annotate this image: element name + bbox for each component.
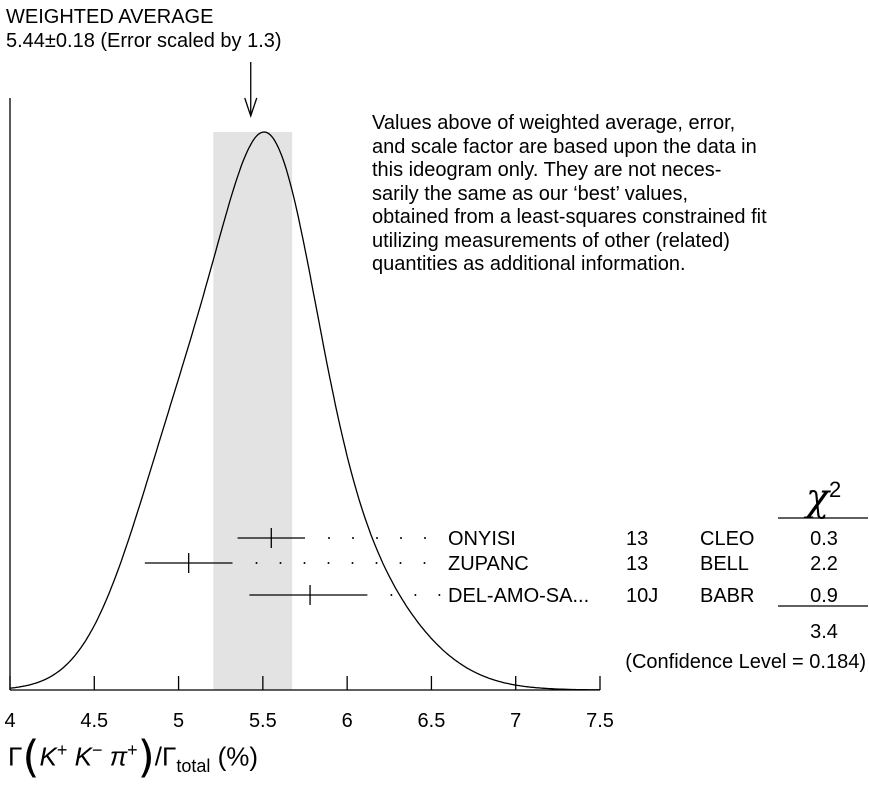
leader-dot bbox=[399, 562, 402, 564]
measurement-author: DEL-AMO-SA... bbox=[448, 585, 589, 607]
leader-dot bbox=[423, 562, 426, 564]
leader-dot bbox=[351, 562, 354, 564]
leader-dot bbox=[438, 594, 441, 596]
ideogram-curve bbox=[9, 131, 601, 691]
weighted-average-value: 5.44±0.18 (Error scaled by 1.3) bbox=[6, 30, 282, 52]
note-line: utilizing measurements of other (related… bbox=[372, 229, 730, 252]
measurement-chi2: 2.2 bbox=[810, 553, 838, 575]
explanatory-note: Values above of weighted average, error,… bbox=[372, 112, 852, 277]
leader-dot bbox=[414, 594, 417, 596]
leader-dot bbox=[303, 562, 306, 564]
confidence-level: (Confidence Level = 0.184) bbox=[625, 651, 866, 673]
x-tick-label: 4.5 bbox=[80, 710, 108, 732]
measurement-experiment: BABR bbox=[700, 585, 754, 607]
x-tick-label: 4 bbox=[4, 710, 15, 732]
leader-dot bbox=[352, 537, 354, 539]
note-line: and scale factor are based upon the data… bbox=[372, 135, 757, 158]
leader-dot bbox=[327, 562, 330, 564]
measurement-experiment: BELL bbox=[700, 553, 749, 575]
measurement-year: 13 bbox=[626, 528, 648, 550]
leader-dot bbox=[424, 537, 426, 539]
x-axis-label: Γ(K+ K− π+)/Γtotal (%) bbox=[8, 731, 259, 783]
leader-dot bbox=[400, 537, 402, 539]
note-line: obtained from a least-squares constraine… bbox=[372, 206, 767, 228]
weighted-average-band bbox=[213, 132, 293, 690]
measurement-author: ZUPANC bbox=[448, 553, 529, 575]
measurement-author: ONYISI bbox=[448, 528, 516, 550]
chi-squared-header: χ2 bbox=[806, 475, 842, 520]
x-tick-label: 6.5 bbox=[418, 710, 446, 732]
leader-dot bbox=[376, 537, 378, 539]
leader-dot bbox=[279, 562, 282, 564]
measurement-experiment: CLEO bbox=[700, 528, 754, 550]
leader-dot bbox=[375, 562, 378, 564]
x-tick-label: 5.5 bbox=[249, 710, 277, 732]
chi2-total: 3.4 bbox=[810, 621, 838, 643]
note-line: Values above of weighted average, error, bbox=[372, 112, 736, 134]
measurement-year: 13 bbox=[626, 553, 648, 575]
measurement-chi2: 0.9 bbox=[810, 585, 838, 607]
x-tick-label: 5 bbox=[173, 710, 184, 732]
x-tick-label: 7 bbox=[510, 710, 521, 732]
measurement-year: 10J bbox=[626, 585, 658, 607]
note-line: sarily the same as our ‘best’ values, bbox=[372, 182, 689, 205]
x-tick-label: 6 bbox=[342, 710, 353, 732]
note-line: this ideogram only. They are not neces- bbox=[372, 159, 722, 181]
leader-dot bbox=[328, 537, 330, 539]
leader-dot bbox=[390, 594, 393, 596]
leader-dot bbox=[255, 562, 258, 564]
note-line: quantities as additional information. bbox=[372, 253, 686, 275]
weighted-average-title: WEIGHTED AVERAGE bbox=[6, 6, 214, 28]
x-tick-label: 7.5 bbox=[586, 710, 614, 732]
average-arrow-head bbox=[244, 97, 258, 119]
measurement-chi2: 0.3 bbox=[810, 528, 838, 550]
